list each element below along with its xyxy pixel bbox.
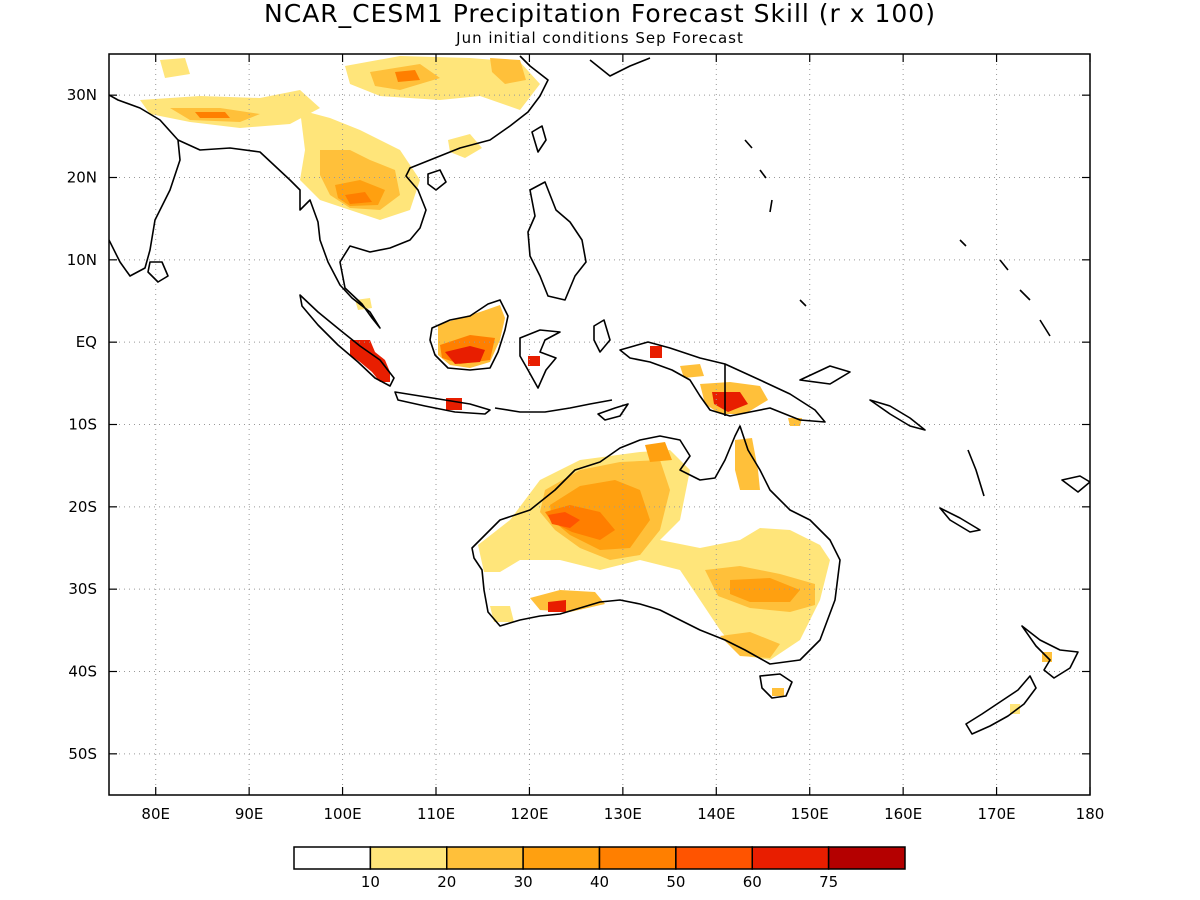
lat-label: 30N [67,86,97,104]
coast-taiwan [531,125,547,153]
coast-sumatra [299,294,395,387]
lon-label: 120E [510,805,548,823]
colorbar-label: 60 [743,873,762,891]
lon-label: 170E [978,805,1016,823]
shade-tibet-band [140,90,320,128]
colorbar-swatch [522,846,601,870]
coast-lesser-sunda [494,399,613,413]
shade-new-guinea-west [650,346,662,358]
coast-borneo [429,299,509,371]
shade-nz-south [1010,704,1020,714]
shade-tibet-peak [195,112,230,118]
colorbar-swatch [598,846,677,870]
map-title: NCAR_CESM1 Precipitation Forecast Skill … [264,0,936,28]
shade-new-guinea-peak [712,392,748,412]
latitude-labels: 30N 20N 10N EQ 10S 20S 30S 40S 50S [67,86,97,763]
coast-hainan [427,169,447,191]
coast-vanuatu [967,449,985,497]
coast-new-caledonia [939,507,981,533]
colorbar-swatch [751,846,830,870]
lon-label: 180 [1076,805,1105,823]
coast-asia-mainland [177,55,549,329]
coast-sulawesi [519,329,561,389]
colorbar-label: 20 [437,873,456,891]
coast-nz-south [965,675,1037,735]
colorbar-label: 40 [590,873,609,891]
coast-new-guinea [619,341,826,423]
lat-label: 10S [68,416,97,434]
colorbar-labels: 10 20 30 40 50 60 75 [361,873,838,891]
coast-india [109,94,181,277]
shade-bight [530,590,605,612]
coast-micronesia [744,139,1051,337]
shade-sulawesi [528,356,540,366]
skill-shading [140,56,1052,714]
shade-cape-york [735,438,760,490]
lon-label: 150E [791,805,829,823]
shade-sumatra [350,340,390,382]
colorbar-swatch [369,846,448,870]
axis-ticks [109,54,1091,795]
shade-sw-australia [490,606,514,622]
coast-australia [471,425,841,665]
colorbar-swatch [827,846,906,870]
shade-tasmania [772,688,784,696]
shade-japan-spot [160,58,190,78]
coastlines [109,55,1090,735]
lon-label: 160E [884,805,922,823]
coast-japan [589,57,651,77]
coast-java [394,391,491,415]
lon-label: 100E [324,805,362,823]
coast-sri-lanka [147,261,169,283]
shade-australia-nw-max [548,512,580,528]
coast-halmahera [593,319,611,353]
lon-label: 140E [697,805,735,823]
coast-nz-north [1021,625,1079,679]
lon-label: 80E [141,805,170,823]
lat-label: 40S [68,663,97,681]
longitude-labels: 80E 90E 100E 110E 120E 130E 140E 150E 160E 170E 18… [141,805,1104,823]
colorbar-swatch [293,846,372,870]
colorbar [293,846,906,870]
shade-bight-peak [548,600,566,612]
coast-fiji [1061,475,1090,493]
lat-label: 20N [67,169,97,187]
lat-label: 30S [68,580,97,598]
shade-china-east [490,58,526,84]
lat-label: 20S [68,498,97,516]
lat-label: EQ [76,333,97,351]
coast-philippines [527,181,587,301]
lon-label: 130E [604,805,642,823]
map-subtitle: Jun initial conditions Sep Forecast [456,29,744,47]
shade-new-guinea-mid [680,364,704,378]
colorbar-swatch [675,846,753,870]
colorbar-label: 50 [666,873,685,891]
lon-label: 90E [235,805,264,823]
shade-china-north-peak [395,70,420,82]
shade-australia-se [720,632,780,658]
coast-tasmania [759,673,793,699]
coast-timor [597,403,629,421]
lon-label: 110E [417,805,455,823]
colorbar-label: 75 [819,873,838,891]
lat-label: 50S [68,745,97,763]
colorbar-label: 10 [361,873,380,891]
colorbar-label: 30 [514,873,533,891]
shade-indochina-peak [345,192,372,204]
shade-borneo-peak [445,346,485,364]
coast-solomon [869,399,926,431]
graticule [109,54,1090,795]
coast-new-britain [799,365,851,385]
shade-australia-east-core [730,578,800,602]
colorbar-swatch [446,846,524,870]
lat-label: 10N [67,251,97,269]
shade-gulf-top [645,442,672,462]
